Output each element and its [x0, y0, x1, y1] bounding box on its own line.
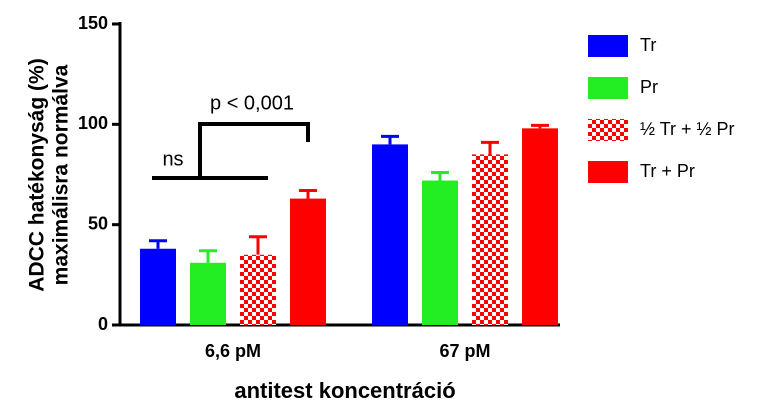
y-axis-title-line: maximálisra normálva: [50, 64, 73, 285]
y-tick-label: 150: [78, 13, 108, 33]
bar: [240, 254, 276, 325]
x-tick-label: 67 pM: [439, 341, 490, 361]
y-axis-title-line: ADCC hatékonyság (%): [26, 58, 49, 291]
y-tick-label: 100: [78, 113, 108, 133]
legend-swatch: [588, 77, 628, 99]
bar: [290, 198, 326, 325]
legend-swatch: [588, 35, 628, 57]
legend-label: Tr: [640, 35, 656, 55]
y-tick-label: 0: [98, 314, 108, 334]
bar: [522, 128, 558, 325]
legend-swatch: [588, 119, 628, 141]
x-axis-title: antitest koncentráció: [234, 378, 455, 403]
annotation: ns: [162, 148, 183, 170]
legend-label: Pr: [640, 77, 658, 97]
legend-label: Tr + Pr: [640, 161, 695, 181]
x-tick-label: 6,6 pM: [205, 341, 261, 361]
annotation: p < 0,001: [210, 92, 294, 114]
bar: [190, 262, 226, 325]
legend-label: ½ Tr + ½ Pr: [640, 119, 735, 139]
y-tick-label: 50: [88, 213, 108, 233]
p-bracket: [198, 122, 310, 178]
legend-swatch: [588, 161, 628, 183]
y-axis-title: ADCC hatékonyság (%) maximálisra normálv…: [26, 58, 73, 291]
bar: [472, 154, 508, 325]
bar: [140, 248, 176, 325]
bar: [422, 180, 458, 325]
bar: [372, 144, 408, 325]
